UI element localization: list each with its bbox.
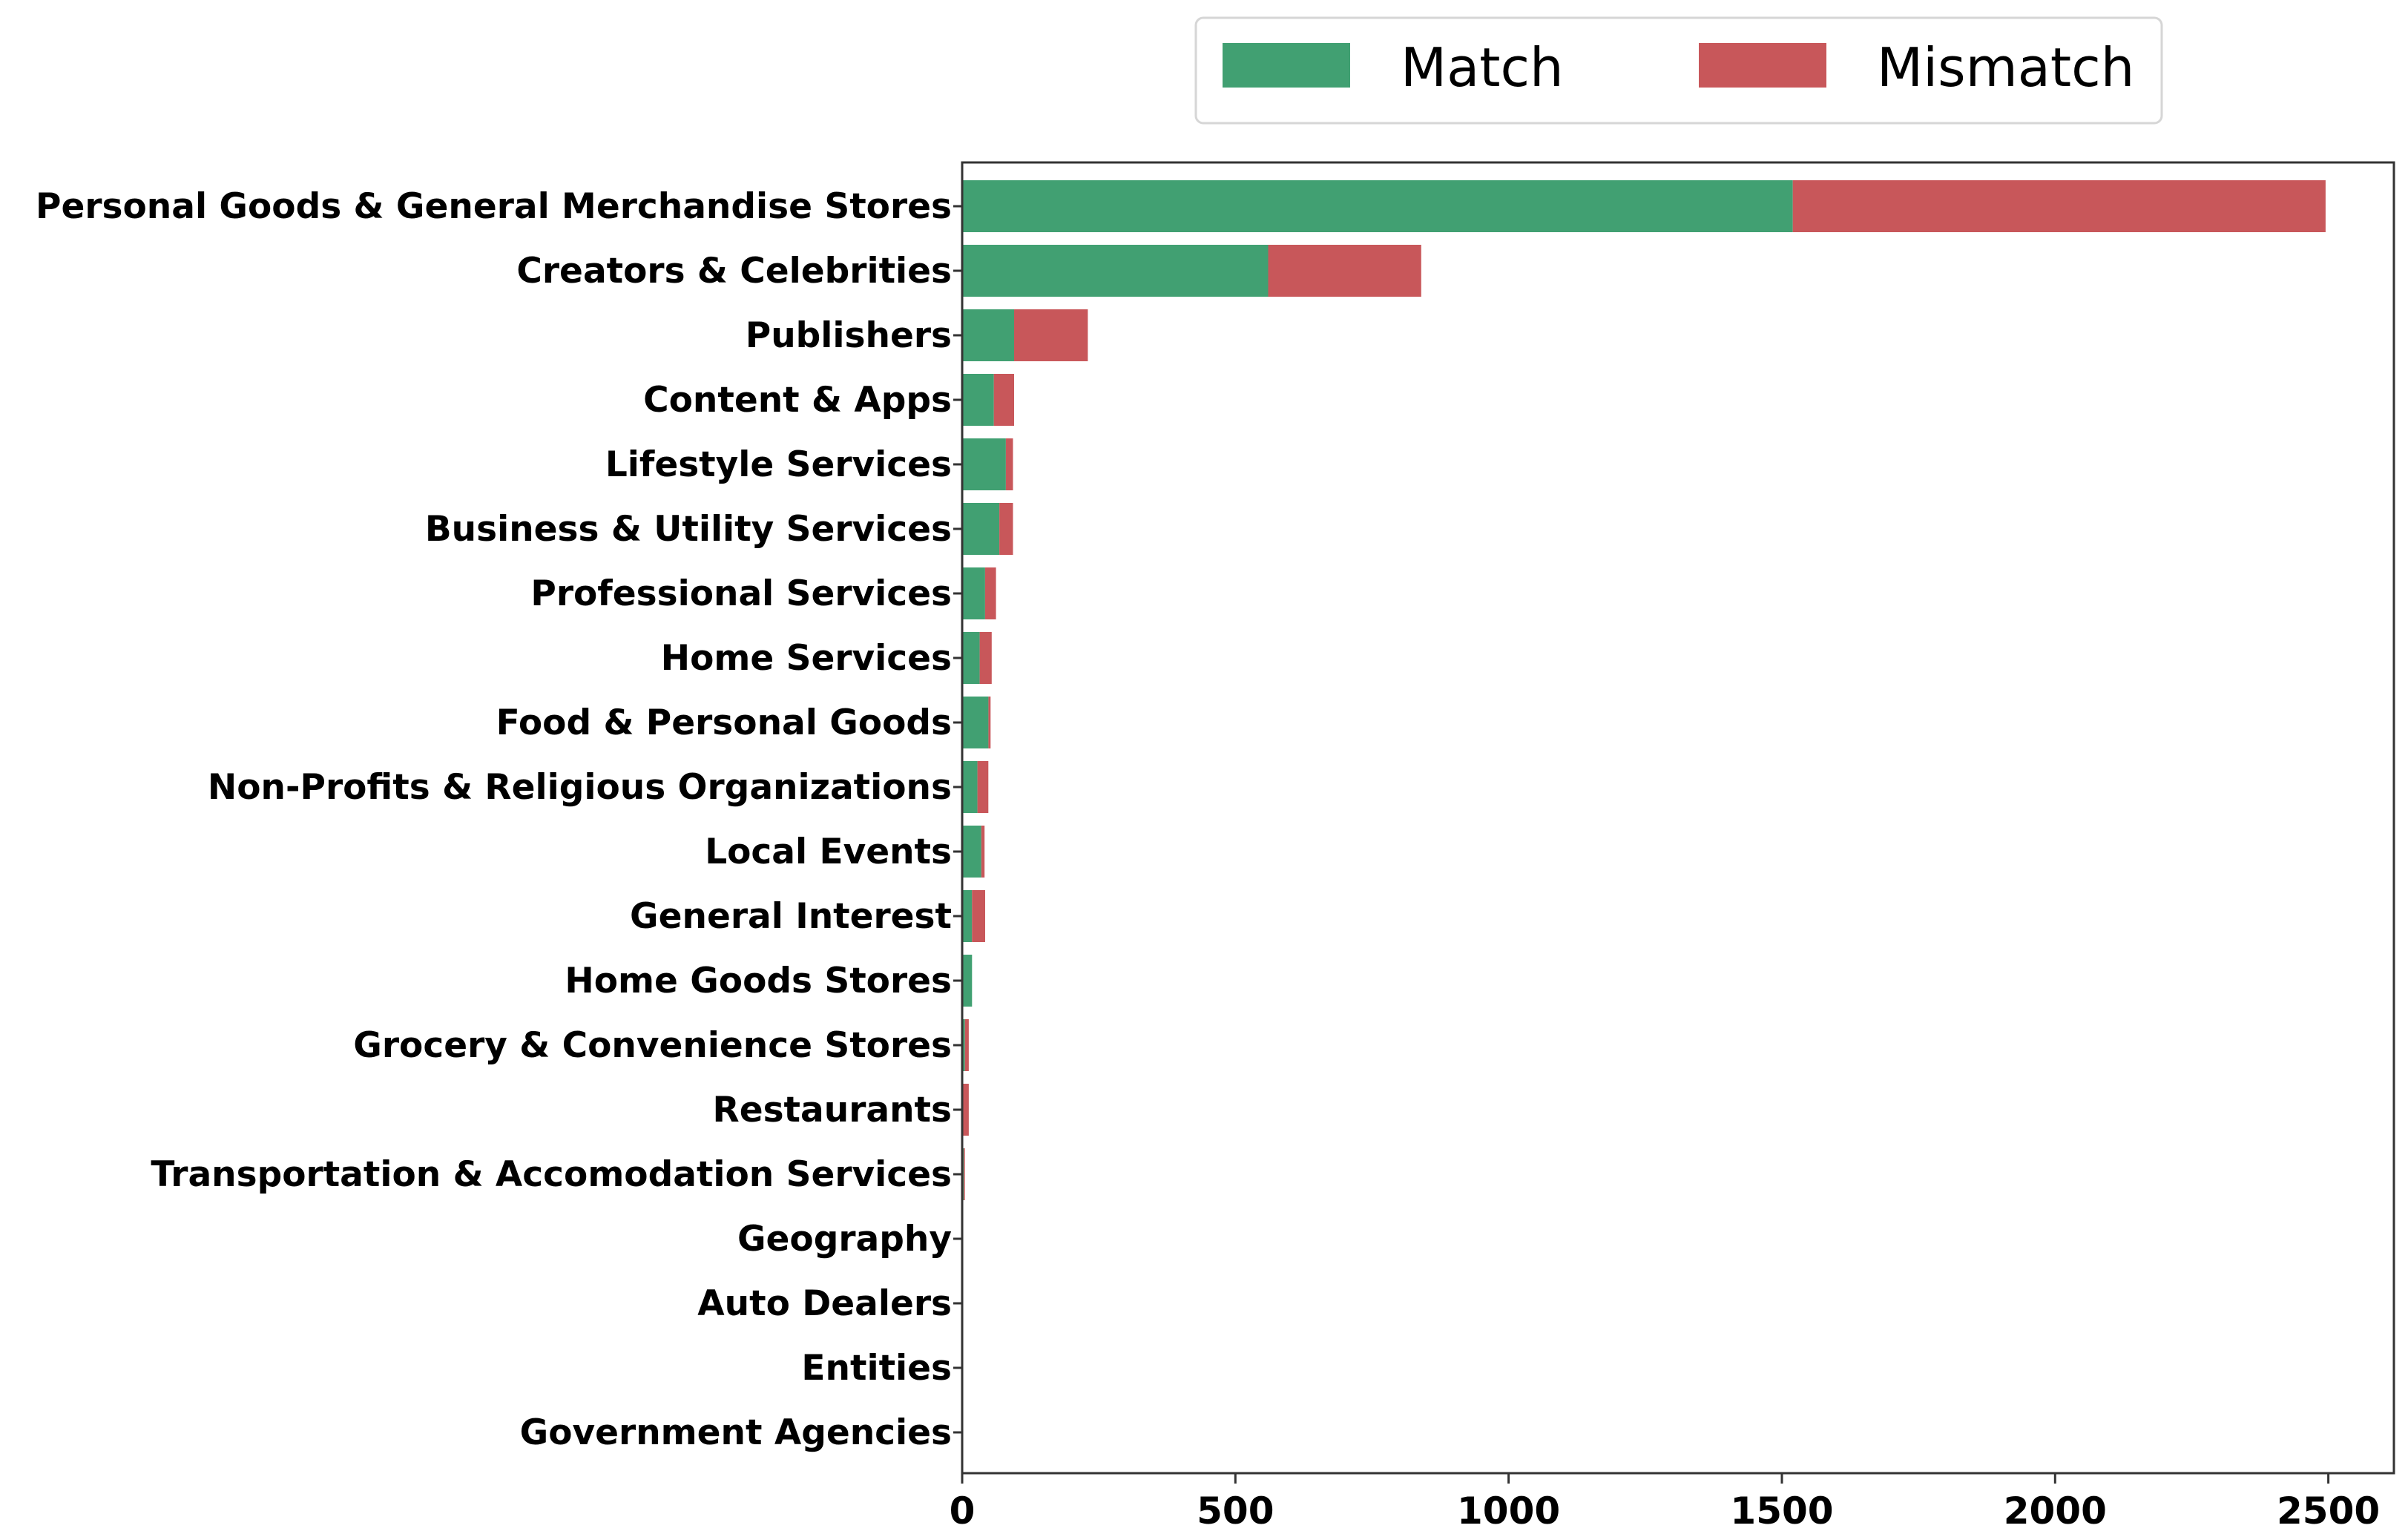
bar-match-12 bbox=[962, 955, 973, 1007]
bar-mismatch-0 bbox=[1792, 180, 2326, 232]
category-label-19: Government Agencies bbox=[520, 1412, 952, 1453]
category-label-11: General Interest bbox=[630, 896, 952, 937]
bar-match-6 bbox=[962, 567, 985, 619]
bar-mismatch-9 bbox=[977, 761, 989, 813]
category-label-2: Publishers bbox=[746, 315, 952, 356]
bars bbox=[962, 180, 2326, 1265]
bar-match-5 bbox=[962, 503, 1000, 555]
legend-label-mismatch: Mismatch bbox=[1877, 36, 2134, 99]
category-label-18: Entities bbox=[801, 1348, 952, 1389]
category-label-15: Transportation & Accomodation Services bbox=[151, 1154, 952, 1195]
bar-mismatch-13 bbox=[964, 1019, 969, 1071]
category-label-16: Geography bbox=[737, 1219, 952, 1260]
x-axis-ticks: 0 500 1000 1500 2000 2500 bbox=[950, 1473, 2380, 1533]
legend-frame bbox=[1194, 16, 2163, 125]
category-label-10: Local Events bbox=[705, 832, 952, 872]
bar-match-9 bbox=[962, 761, 978, 813]
x-tick-label-2: 1000 bbox=[1457, 1489, 1560, 1533]
x-tick-label-3: 1500 bbox=[1730, 1489, 1833, 1533]
category-label-5: Business & Utility Services bbox=[425, 509, 952, 550]
bar-mismatch-5 bbox=[999, 503, 1013, 555]
category-label-13: Grocery & Convenience Stores bbox=[353, 1025, 952, 1066]
x-tick-label-5: 2500 bbox=[2277, 1489, 2380, 1533]
bar-match-8 bbox=[962, 697, 989, 748]
bar-match-10 bbox=[962, 826, 981, 878]
bar-match-4 bbox=[962, 438, 1006, 490]
bar-match-0 bbox=[962, 180, 1793, 232]
bar-mismatch-8 bbox=[988, 697, 991, 748]
category-label-9: Non-Profits & Religious Organizations bbox=[208, 767, 952, 808]
bar-mismatch-2 bbox=[1014, 309, 1088, 361]
category-label-6: Professional Services bbox=[530, 573, 952, 614]
bar-mismatch-10 bbox=[981, 826, 985, 878]
category-label-3: Content & Apps bbox=[643, 380, 952, 421]
x-tick-label-0: 0 bbox=[950, 1489, 976, 1533]
plot-frame bbox=[961, 161, 2395, 1475]
legend: Match Mismatch bbox=[1194, 16, 2163, 125]
bar-mismatch-14 bbox=[963, 1084, 969, 1136]
bar-match-11 bbox=[962, 890, 973, 942]
bar-match-3 bbox=[962, 374, 994, 426]
x-tick-label-1: 500 bbox=[1197, 1489, 1274, 1533]
bar-mismatch-1 bbox=[1268, 245, 1421, 297]
bar-match-7 bbox=[962, 632, 980, 684]
category-label-7: Home Services bbox=[661, 638, 952, 679]
bar-mismatch-6 bbox=[984, 567, 996, 619]
legend-label-match: Match bbox=[1401, 36, 1564, 99]
legend-swatch-mismatch bbox=[1699, 43, 1826, 88]
category-label-8: Food & Personal Goods bbox=[496, 702, 952, 743]
bar-match-13 bbox=[962, 1019, 965, 1071]
bar-match-2 bbox=[962, 309, 1014, 361]
category-label-12: Home Goods Stores bbox=[565, 961, 952, 1001]
category-label-0: Personal Goods & General Merchandise Sto… bbox=[36, 186, 952, 227]
category-label-4: Lifestyle Services bbox=[605, 444, 952, 485]
bar-mismatch-3 bbox=[993, 374, 1014, 426]
bar-mismatch-4 bbox=[1005, 438, 1013, 490]
category-label-1: Creators & Celebrities bbox=[516, 251, 952, 292]
bar-mismatch-7 bbox=[979, 632, 992, 684]
category-label-14: Restaurants bbox=[713, 1090, 952, 1130]
category-labels: Personal Goods & General Merchandise Sto… bbox=[36, 186, 962, 1453]
bar-mismatch-15 bbox=[964, 1148, 965, 1200]
bar-match-1 bbox=[962, 245, 1269, 297]
bar-mismatch-11 bbox=[972, 890, 985, 942]
legend-swatch-match bbox=[1223, 43, 1350, 88]
x-tick-label-4: 2000 bbox=[2004, 1489, 2107, 1533]
category-label-17: Auto Dealers bbox=[697, 1283, 952, 1324]
